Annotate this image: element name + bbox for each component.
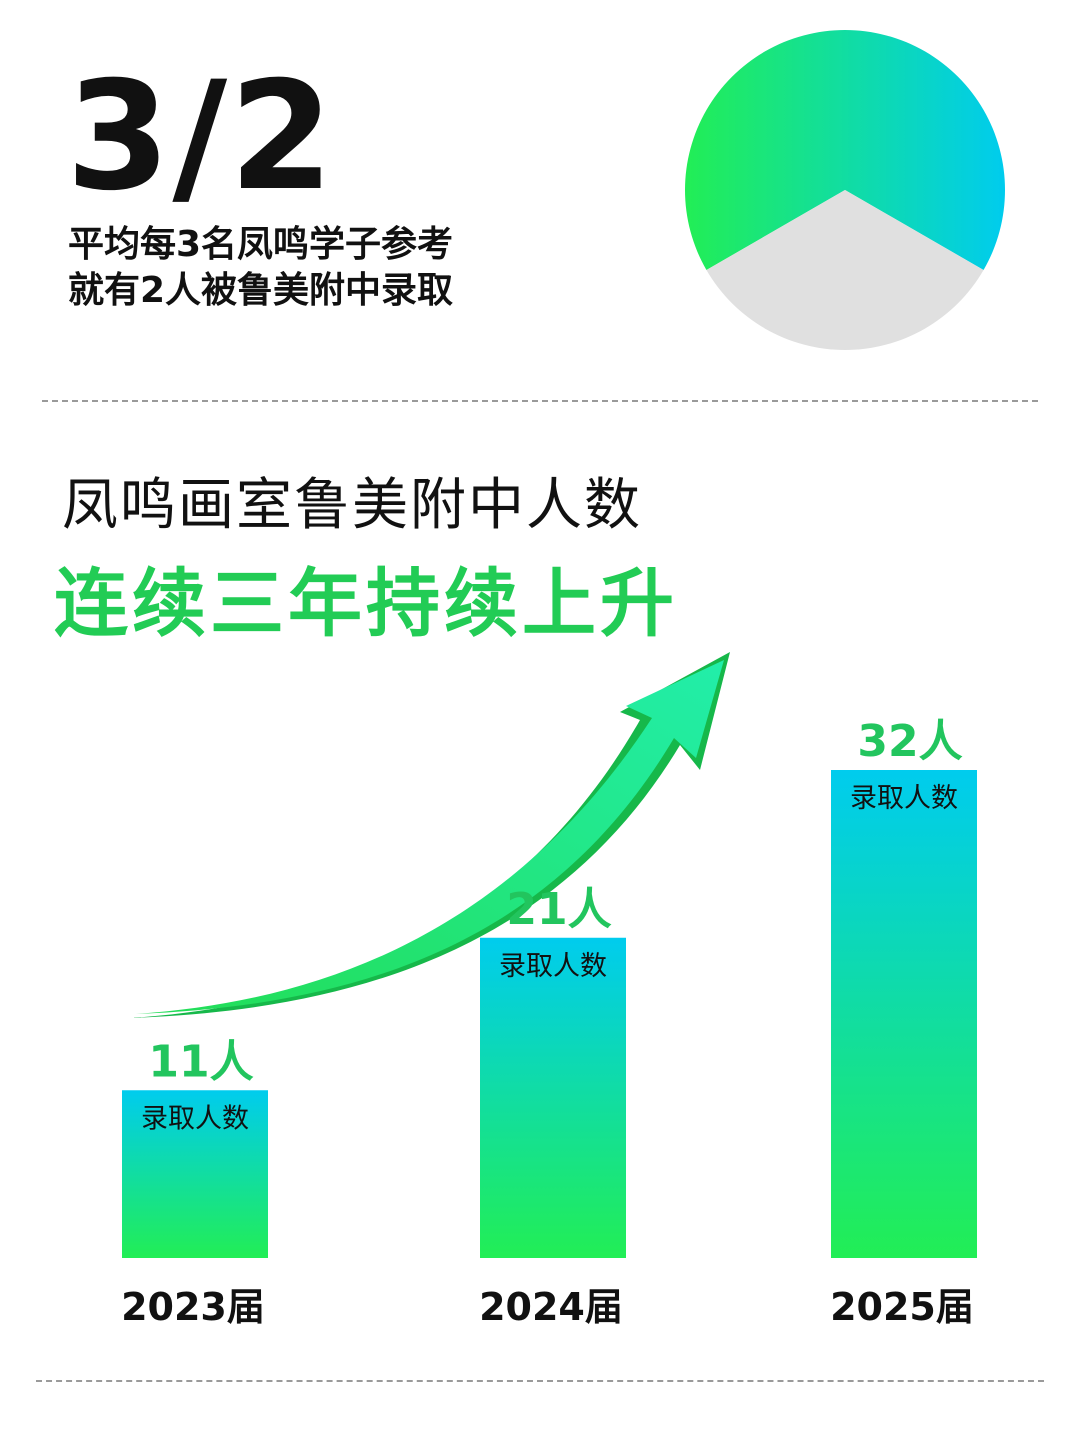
bar-2023届: [122, 1090, 268, 1258]
pie-slice-remaining: [706, 190, 984, 350]
ratio-description: 平均每3名凤鸣学子参考 就有2人被鲁美附中录取: [68, 222, 453, 314]
bar-2025届: [831, 770, 977, 1258]
headline-subtitle: 凤鸣画室鲁美附中人数: [62, 473, 642, 538]
bar-caption: 录取人数: [850, 783, 958, 814]
value-label: 21人: [506, 884, 611, 935]
ratio-line-1: 平均每3名凤鸣学子参考: [68, 224, 454, 265]
bar-caption: 录取人数: [499, 951, 607, 982]
category-label: 2025届: [830, 1285, 974, 1329]
category-label: 2024届: [479, 1285, 623, 1329]
value-label: 11人: [148, 1036, 253, 1087]
category-label: 2023届: [121, 1285, 265, 1329]
divider-top: [42, 400, 1038, 402]
pie-chart: [685, 29, 1005, 350]
ratio-number: 3/2: [66, 50, 336, 224]
bar-caption: 录取人数: [141, 1103, 249, 1134]
divider-bottom: [36, 1380, 1044, 1382]
ratio-line-2: 就有2人被鲁美附中录取: [68, 270, 454, 311]
pie-slice-admitted: [685, 29, 1005, 270]
value-label: 32人: [857, 716, 962, 767]
trend-arrow: [136, 660, 724, 1014]
bar-2024届: [480, 937, 626, 1258]
headline-title: 连续三年持续上升: [54, 561, 678, 647]
